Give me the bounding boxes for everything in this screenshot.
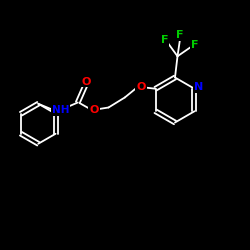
Text: O: O — [81, 76, 90, 86]
Text: F: F — [176, 30, 184, 40]
Text: N: N — [194, 82, 203, 92]
Text: F: F — [161, 35, 168, 45]
Text: O: O — [89, 105, 99, 115]
Text: F: F — [191, 40, 198, 50]
Text: O: O — [136, 82, 146, 92]
Text: NH: NH — [52, 105, 70, 115]
